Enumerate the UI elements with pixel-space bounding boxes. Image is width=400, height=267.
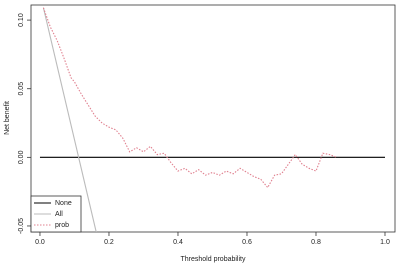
plot-area bbox=[39, 7, 385, 232]
legend-label: None bbox=[55, 200, 72, 207]
y-tick-label: -0.05 bbox=[18, 218, 25, 234]
y-tick-label: 0.10 bbox=[18, 13, 25, 27]
plot-frame bbox=[30, 4, 396, 233]
y-tick-label: 0.05 bbox=[18, 82, 25, 96]
x-tick-label: 0.6 bbox=[242, 239, 252, 246]
x-tick-label: 0.2 bbox=[104, 239, 114, 246]
x-tick-label: 1.0 bbox=[380, 239, 390, 246]
series-line bbox=[42, 7, 337, 189]
x-tick-label: 0.4 bbox=[173, 239, 183, 246]
y-axis-label: Net benefit bbox=[4, 101, 11, 135]
series-line bbox=[42, 7, 97, 232]
x-tick-label: 0.0 bbox=[35, 239, 45, 246]
y-tick-label: 0.00 bbox=[18, 150, 25, 164]
x-tick-label: 0.8 bbox=[311, 239, 321, 246]
legend-label: prob bbox=[55, 222, 69, 229]
legend-label: All bbox=[55, 211, 63, 218]
x-axis-label: Threshold probability bbox=[181, 256, 246, 263]
